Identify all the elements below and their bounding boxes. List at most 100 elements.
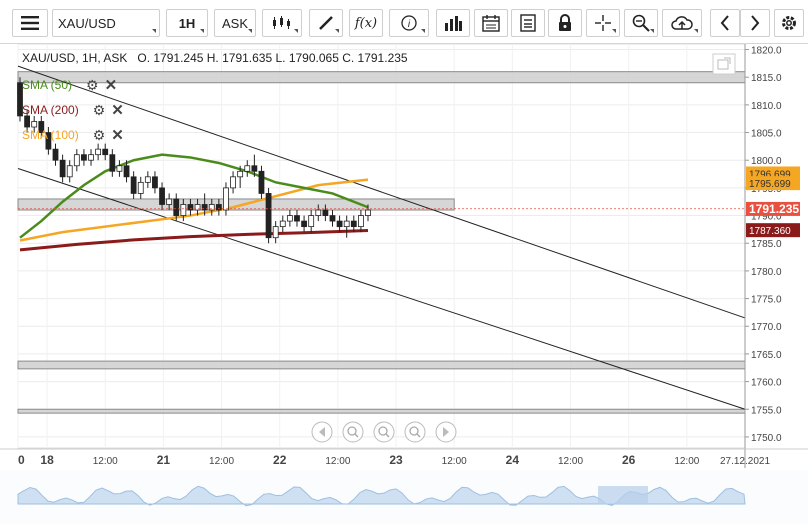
candle-body: [322, 209, 329, 216]
chart-navigation: [311, 421, 457, 443]
draw-button[interactable]: [309, 9, 343, 37]
y-tick-label: 1815.0: [751, 73, 782, 84]
scroll-right-button[interactable]: [740, 9, 770, 37]
hamburger-icon: [21, 16, 39, 30]
menu-button[interactable]: [12, 9, 48, 37]
arrow-left-button[interactable]: [311, 421, 333, 443]
candle: [152, 171, 158, 194]
candle-body: [159, 187, 165, 205]
candle-body: [308, 215, 315, 228]
y-tick-label: 1760.0: [751, 378, 782, 389]
chart-type-button[interactable]: [262, 9, 302, 37]
price-chart[interactable]: 1750.0 1755.0 1760.0 1765.0 1770.0 1775.0 1780…: [0, 44, 808, 524]
report-icon: [520, 14, 536, 32]
candle-body: [52, 148, 59, 161]
candle-body: [66, 165, 73, 178]
zoom-button[interactable]: [624, 9, 658, 37]
candle-body: [350, 220, 357, 228]
candle: [81, 149, 87, 166]
magnifier-handle: [416, 433, 421, 438]
sma100-remove-close-icon[interactable]: ✕: [111, 127, 124, 144]
toolbar: XAU/USD 1H ASK f(x) i: [0, 0, 808, 44]
candle: [166, 193, 173, 211]
legend-sma200: SMA (200) ⚙ ✕: [22, 101, 124, 120]
x-tick-label: 12:00: [93, 456, 118, 467]
price-label-text: 1791.235: [749, 202, 799, 216]
x-tick-label: 12:00: [558, 456, 583, 467]
price-label-bg: [746, 176, 800, 191]
candle: [308, 210, 315, 233]
arrow-right-button[interactable]: [435, 421, 457, 443]
x-tick-label: 27.12.2021: [720, 456, 770, 467]
zone-band: [17, 408, 746, 414]
candle-body: [81, 154, 87, 161]
price-label: 1791.235: [746, 201, 800, 216]
candle: [180, 198, 187, 222]
candle: [144, 171, 151, 188]
candle-body: [365, 209, 371, 216]
report-button[interactable]: [511, 9, 545, 37]
candle-body: [130, 176, 137, 194]
candle: [66, 160, 73, 183]
sma100-settings-gear-icon[interactable]: ⚙: [92, 126, 106, 143]
symbol-selector[interactable]: XAU/USD: [52, 9, 160, 37]
sma200-remove-close-icon[interactable]: ✕: [111, 102, 124, 119]
candle: [265, 187, 272, 244]
candle-body: [173, 198, 180, 216]
settings-button[interactable]: [774, 9, 804, 37]
svg-text:i: i: [408, 19, 411, 30]
y-tick-label: 1800.0: [751, 156, 782, 167]
arrow-left-icon: [720, 15, 729, 31]
candle-body: [194, 204, 201, 211]
candle: [109, 149, 116, 177]
magnifier-shape: [409, 426, 419, 436]
candle-body: [265, 193, 272, 239]
sma50-remove-close-icon[interactable]: ✕: [104, 77, 118, 94]
cloud-button[interactable]: [662, 9, 702, 37]
candle: [322, 204, 329, 222]
sma200-settings-gear-icon[interactable]: ⚙: [92, 101, 106, 118]
price-type-selector[interactable]: ASK: [214, 9, 256, 37]
zoom-out-button[interactable]: [342, 421, 364, 443]
calendar-icon: [482, 15, 500, 32]
zoom-in-button[interactable]: [404, 421, 426, 443]
sma50-settings-gear-icon[interactable]: ⚙: [86, 76, 99, 93]
y-tick-label: 1765.0: [751, 350, 782, 361]
candle-body: [24, 115, 31, 128]
y-tick-label: 1755.0: [751, 405, 782, 416]
candle-body: [244, 165, 251, 172]
channel-upper-line: [17, 65, 746, 319]
candle: [123, 160, 130, 183]
candle-body: [17, 82, 23, 117]
timeframe-selector[interactable]: 1H: [166, 9, 208, 37]
candle-body: [73, 154, 80, 167]
symbol-label: XAU/USD: [58, 15, 116, 31]
candle-body: [251, 165, 258, 172]
fullscreen-button[interactable]: [712, 53, 736, 75]
sma50-line: [19, 153, 369, 239]
y-tick-label: 1810.0: [751, 101, 782, 112]
reset-button[interactable]: [373, 421, 395, 443]
candle-body: [187, 204, 194, 211]
scroll-left-button[interactable]: [710, 9, 740, 37]
navigator-window: [598, 486, 648, 504]
candle: [343, 215, 350, 238]
volume-button[interactable]: [436, 9, 470, 37]
lock-button[interactable]: [548, 9, 582, 37]
info-button[interactable]: i: [389, 9, 429, 37]
zone-band: [17, 360, 746, 370]
x-tick-label: 26: [622, 453, 636, 467]
candle: [251, 154, 258, 177]
magnifier-handle: [385, 433, 390, 438]
candle: [237, 165, 244, 188]
calendar-button[interactable]: [474, 9, 508, 37]
candle-body: [45, 132, 52, 150]
indicators-button[interactable]: f(x): [349, 9, 383, 37]
y-tick-label: 1790.0: [751, 212, 782, 223]
candlestick-icon: [273, 16, 290, 29]
x-tick-label: 12:00: [325, 456, 350, 467]
crosshair-button[interactable]: [586, 9, 620, 37]
x-tick-label: 18: [40, 453, 54, 467]
candle: [286, 210, 293, 227]
